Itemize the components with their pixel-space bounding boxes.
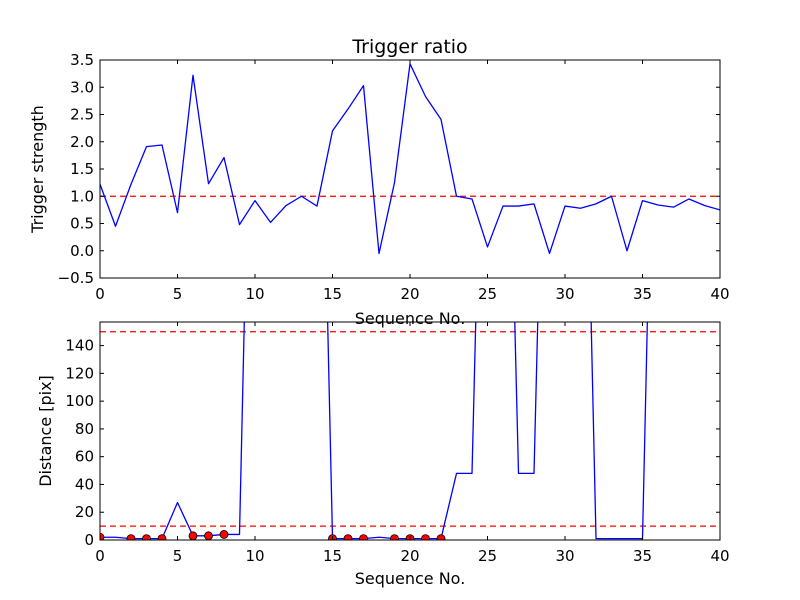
x-tick-label: 25 <box>478 547 497 565</box>
x-tick-label: 30 <box>555 285 574 303</box>
x-tick-label: 25 <box>478 285 497 303</box>
tick-marks: 0 5 10 15 20 25 30 35 40 −0.5 0.0 0.5 1.0 1.5 2.0 2.5 3.… <box>58 51 730 303</box>
y-tick-label: 1.5 <box>70 160 94 178</box>
data-point <box>436 534 446 540</box>
y-tick-label: 80 <box>75 420 94 438</box>
x-tick-label: 20 <box>400 285 419 303</box>
x-tick-label: 10 <box>245 547 264 565</box>
y-tick-label: 20 <box>75 503 94 521</box>
y-axis-label: Trigger strength <box>28 105 47 234</box>
x-tick-label: 0 <box>95 285 105 303</box>
x-tick-label: 40 <box>710 547 729 565</box>
data-point <box>219 530 229 539</box>
y-tick-label: 3.0 <box>70 78 94 96</box>
x-tick-label: 0 <box>95 547 105 565</box>
x-axis-label: Sequence No. <box>355 309 466 328</box>
y-tick-label: 40 <box>75 475 94 493</box>
y-tick-label: 0.5 <box>70 215 94 233</box>
y-tick-label: −0.5 <box>58 269 94 287</box>
data-point <box>126 534 136 540</box>
data-point <box>359 534 368 540</box>
data-point <box>188 531 198 540</box>
y-axis-label: Distance [pix] <box>36 375 55 487</box>
data-point <box>390 534 399 540</box>
y-tick-label: 2.0 <box>70 133 94 151</box>
data-point <box>343 534 353 540</box>
x-tick-label: 20 <box>400 547 419 565</box>
x-tick-label: 30 <box>555 547 574 565</box>
trigger-ratio-chart: Trigger ratio 0 5 10 15 20 25 30 35 40 −0.5 0.0 0.5… <box>28 36 730 328</box>
x-tick-label: 15 <box>323 547 342 565</box>
data-point <box>421 534 430 540</box>
y-tick-label: 0.0 <box>70 242 94 260</box>
reference-lines <box>100 331 720 527</box>
y-tick-label: 3.5 <box>70 51 94 69</box>
x-tick-label: 35 <box>633 547 652 565</box>
x-tick-label: 40 <box>710 285 729 303</box>
x-tick-label: 15 <box>323 285 342 303</box>
data-point <box>142 534 151 540</box>
y-tick-label: 120 <box>65 364 94 382</box>
x-tick-label: 5 <box>173 285 183 303</box>
y-tick-label: 0 <box>84 531 94 549</box>
x-axis-label: Sequence No. <box>355 569 466 588</box>
y-tick-label: 1.0 <box>70 187 94 205</box>
data-point <box>157 534 167 540</box>
data-point <box>100 532 105 540</box>
y-tick-label: 140 <box>65 337 94 355</box>
chart-title: Trigger ratio <box>351 36 467 58</box>
data-point <box>204 531 213 540</box>
distance-chart: 0 5 10 15 20 25 30 35 40 0 20 40 60 80 100 120 140 Seque… <box>36 321 730 588</box>
x-tick-label: 35 <box>633 285 652 303</box>
x-tick-label: 5 <box>173 547 183 565</box>
y-tick-label: 2.5 <box>70 106 94 124</box>
tick-marks: 0 5 10 15 20 25 30 35 40 0 20 40 60 80 100 120 140 <box>65 322 730 565</box>
x-tick-label: 10 <box>245 285 264 303</box>
y-tick-label: 100 <box>65 392 94 410</box>
y-tick-label: 60 <box>75 448 94 466</box>
